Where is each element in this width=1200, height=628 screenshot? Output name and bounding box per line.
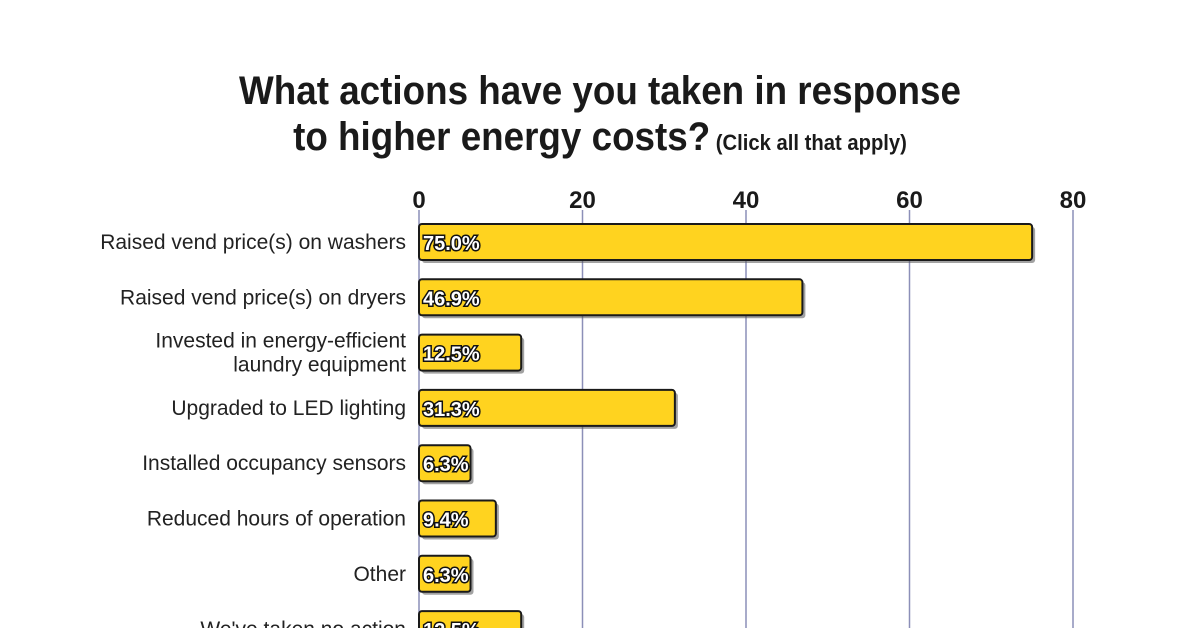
category-label-line: Invested in energy-efficient (155, 330, 406, 353)
data-label-6: 6.3% (423, 565, 469, 587)
data-label-1: 46.9% (423, 288, 480, 310)
data-label-5: 9.4% (423, 510, 469, 532)
category-label-4: Installed occupancy sensors (142, 452, 406, 475)
category-label-line: We've taken no action (200, 618, 406, 628)
category-label-line: Installed occupancy sensors (142, 452, 406, 475)
category-label-1: Raised vend price(s) on dryers (120, 286, 406, 309)
bar-4 (418, 444, 472, 483)
category-label-line: Other (353, 563, 406, 586)
category-label-line: Raised vend price(s) on dryers (120, 286, 406, 309)
x-tick-label-1: 20 (569, 187, 596, 214)
chart-subtitle: (Click all that apply) (715, 130, 907, 155)
category-label-3: Upgraded to LED lighting (171, 397, 406, 420)
title-line-1: What actions have you taken in response (239, 69, 961, 113)
data-label-2: 12.5% (423, 344, 480, 366)
category-label-line: laundry equipment (233, 354, 406, 377)
category-label-6: Other (353, 563, 406, 586)
category-label-line: Raised vend price(s) on washers (100, 231, 406, 254)
bar-7 (418, 610, 523, 628)
category-label-line: Upgraded to LED lighting (171, 397, 406, 420)
category-label-line: Reduced hours of operation (147, 508, 406, 531)
bar-1 (418, 278, 804, 317)
category-label-7: We've taken no action (200, 618, 406, 628)
category-label-2: Invested in energy-efficient laundry equi… (155, 330, 406, 377)
data-label-3: 31.3% (423, 399, 480, 421)
bar-5 (418, 499, 497, 538)
category-label-0: Raised vend price(s) on washers (100, 231, 406, 254)
bar-6 (418, 554, 472, 593)
title-line-2: to higher energy costs? (293, 115, 711, 159)
data-label-7: 12.5% (423, 620, 480, 628)
x-tick-label-0: 0 (412, 187, 425, 214)
chart-title: What actions have you taken in response … (0, 68, 1200, 169)
bar-3 (418, 388, 676, 427)
bar-0 (418, 223, 1034, 261)
x-tick-label-3: 60 (896, 187, 923, 214)
title-line-2-wrap: to higher energy costs? (Click all that a… (48, 114, 1152, 169)
x-tick-label-2: 40 (733, 187, 760, 214)
data-label-0: 75.0% (423, 233, 480, 255)
x-tick-label-4: 80 (1060, 187, 1087, 214)
data-label-4: 6.3% (423, 454, 469, 476)
category-label-5: Reduced hours of operation (147, 508, 406, 531)
bar-2 (418, 333, 523, 372)
